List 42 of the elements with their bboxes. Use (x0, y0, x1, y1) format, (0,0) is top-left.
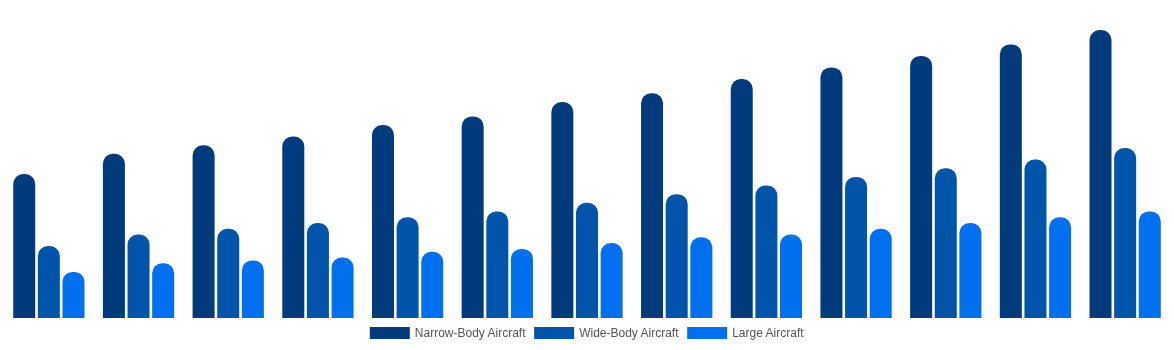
bar (486, 211, 509, 318)
bar (306, 222, 329, 318)
bar (959, 222, 982, 318)
legend-label: Narrow-Body Aircraft (414, 326, 527, 340)
bar (820, 67, 843, 318)
bar (1024, 159, 1047, 318)
bar (421, 251, 444, 318)
bar (641, 93, 664, 318)
legend-label: Wide-Body Aircraft (579, 326, 680, 340)
bar (869, 228, 892, 318)
bar (910, 55, 933, 318)
legend-label: Large Aircraft (732, 326, 805, 340)
bar (510, 248, 533, 318)
bar (192, 145, 215, 318)
bar (282, 136, 305, 318)
bar (1089, 30, 1112, 318)
bar (241, 260, 264, 318)
bar (755, 185, 778, 318)
bar (461, 116, 484, 318)
bar (665, 194, 688, 318)
bar (331, 257, 354, 318)
bar (1114, 148, 1137, 318)
bar (576, 202, 598, 318)
bar (217, 228, 240, 318)
bar (690, 237, 713, 318)
bar (845, 176, 868, 318)
bar (1138, 211, 1161, 318)
bar (62, 271, 85, 318)
bar (13, 174, 36, 318)
bar (371, 125, 394, 318)
bar (600, 243, 623, 318)
bar (1049, 217, 1072, 318)
bar (152, 263, 175, 318)
bar (127, 234, 150, 318)
bar (934, 168, 957, 318)
bar (730, 78, 753, 318)
bar (102, 153, 125, 318)
bar (37, 246, 60, 318)
bar (396, 217, 419, 318)
bar (551, 102, 574, 318)
bar (999, 44, 1022, 318)
bar (780, 234, 803, 318)
